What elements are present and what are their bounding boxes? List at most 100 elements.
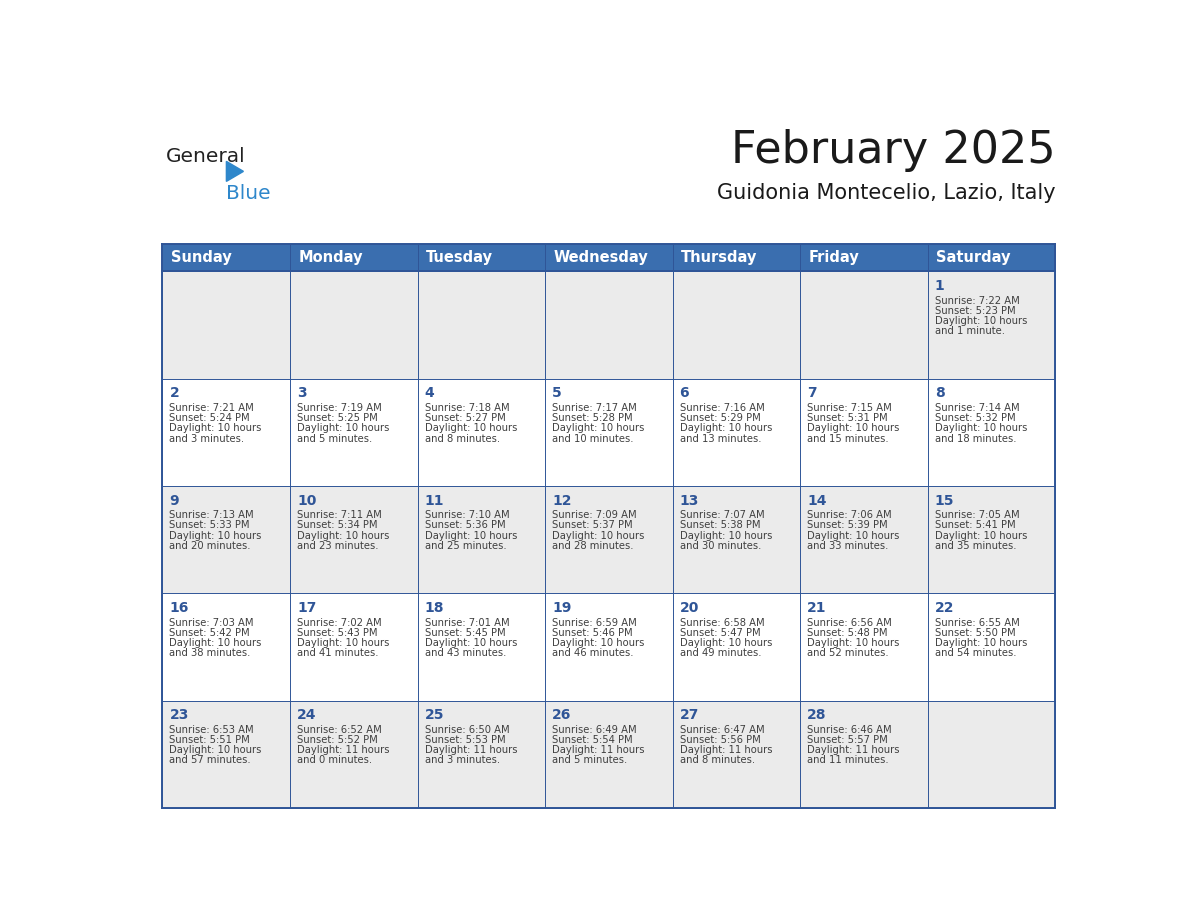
Text: Thursday: Thursday	[681, 251, 758, 265]
Text: Sunrise: 7:14 AM: Sunrise: 7:14 AM	[935, 403, 1019, 413]
Text: Sunset: 5:53 PM: Sunset: 5:53 PM	[424, 735, 505, 745]
Text: and 3 minutes.: and 3 minutes.	[424, 756, 500, 766]
Text: Sunrise: 7:02 AM: Sunrise: 7:02 AM	[297, 618, 381, 628]
Text: Sunrise: 7:19 AM: Sunrise: 7:19 AM	[297, 403, 381, 413]
Text: and 11 minutes.: and 11 minutes.	[807, 756, 889, 766]
Text: 11: 11	[424, 494, 444, 508]
Text: Sunset: 5:56 PM: Sunset: 5:56 PM	[680, 735, 760, 745]
Text: Sunset: 5:25 PM: Sunset: 5:25 PM	[297, 413, 378, 423]
Text: 24: 24	[297, 708, 316, 722]
Text: 7: 7	[807, 386, 817, 400]
Text: Daylight: 10 hours: Daylight: 10 hours	[170, 531, 261, 541]
Text: and 52 minutes.: and 52 minutes.	[807, 648, 889, 658]
Text: and 43 minutes.: and 43 minutes.	[424, 648, 506, 658]
Text: and 35 minutes.: and 35 minutes.	[935, 541, 1016, 551]
Text: Sunrise: 7:15 AM: Sunrise: 7:15 AM	[807, 403, 892, 413]
Text: and 15 minutes.: and 15 minutes.	[807, 433, 889, 443]
Bar	[163, 244, 1055, 808]
Text: 21: 21	[807, 601, 827, 615]
Text: and 33 minutes.: and 33 minutes.	[807, 541, 889, 551]
Text: 14: 14	[807, 494, 827, 508]
Text: Sunrise: 7:21 AM: Sunrise: 7:21 AM	[170, 403, 254, 413]
Text: Saturday: Saturday	[936, 251, 1011, 265]
Text: 6: 6	[680, 386, 689, 400]
Text: Sunset: 5:57 PM: Sunset: 5:57 PM	[807, 735, 887, 745]
Text: Daylight: 10 hours: Daylight: 10 hours	[552, 531, 644, 541]
Text: Sunset: 5:32 PM: Sunset: 5:32 PM	[935, 413, 1016, 423]
Text: 26: 26	[552, 708, 571, 722]
Text: Daylight: 10 hours: Daylight: 10 hours	[552, 423, 644, 433]
Text: 16: 16	[170, 601, 189, 615]
Text: Daylight: 10 hours: Daylight: 10 hours	[935, 423, 1028, 433]
Text: Sunrise: 7:11 AM: Sunrise: 7:11 AM	[297, 510, 381, 521]
Text: Sunset: 5:46 PM: Sunset: 5:46 PM	[552, 628, 633, 638]
Text: 28: 28	[807, 708, 827, 722]
Text: Sunrise: 6:55 AM: Sunrise: 6:55 AM	[935, 618, 1019, 628]
Text: Sunset: 5:43 PM: Sunset: 5:43 PM	[297, 628, 378, 638]
Text: 23: 23	[170, 708, 189, 722]
Text: and 18 minutes.: and 18 minutes.	[935, 433, 1016, 443]
Text: Sunrise: 6:46 AM: Sunrise: 6:46 AM	[807, 725, 892, 734]
Text: Sunrise: 6:56 AM: Sunrise: 6:56 AM	[807, 618, 892, 628]
Text: Sunset: 5:33 PM: Sunset: 5:33 PM	[170, 521, 249, 531]
Text: 27: 27	[680, 708, 699, 722]
Text: Daylight: 11 hours: Daylight: 11 hours	[297, 745, 390, 756]
Text: and 23 minutes.: and 23 minutes.	[297, 541, 379, 551]
Text: Sunset: 5:37 PM: Sunset: 5:37 PM	[552, 521, 633, 531]
Text: Daylight: 10 hours: Daylight: 10 hours	[424, 531, 517, 541]
Text: and 10 minutes.: and 10 minutes.	[552, 433, 633, 443]
Text: and 13 minutes.: and 13 minutes.	[680, 433, 762, 443]
Text: Sunrise: 7:17 AM: Sunrise: 7:17 AM	[552, 403, 637, 413]
Text: Daylight: 10 hours: Daylight: 10 hours	[807, 638, 899, 648]
Text: Daylight: 10 hours: Daylight: 10 hours	[170, 745, 261, 756]
Text: Daylight: 10 hours: Daylight: 10 hours	[935, 316, 1028, 326]
Text: and 3 minutes.: and 3 minutes.	[170, 433, 245, 443]
Text: Sunset: 5:39 PM: Sunset: 5:39 PM	[807, 521, 887, 531]
Text: 18: 18	[424, 601, 444, 615]
Text: and 20 minutes.: and 20 minutes.	[170, 541, 251, 551]
Text: Daylight: 10 hours: Daylight: 10 hours	[680, 531, 772, 541]
Text: Sunset: 5:34 PM: Sunset: 5:34 PM	[297, 521, 378, 531]
Text: February 2025: February 2025	[731, 129, 1055, 172]
Text: and 5 minutes.: and 5 minutes.	[552, 756, 627, 766]
Text: Sunrise: 7:09 AM: Sunrise: 7:09 AM	[552, 510, 637, 521]
Text: and 5 minutes.: and 5 minutes.	[297, 433, 372, 443]
Text: 5: 5	[552, 386, 562, 400]
Text: 8: 8	[935, 386, 944, 400]
Text: Sunset: 5:36 PM: Sunset: 5:36 PM	[424, 521, 505, 531]
Text: and 8 minutes.: and 8 minutes.	[680, 756, 754, 766]
Text: Sunrise: 7:10 AM: Sunrise: 7:10 AM	[424, 510, 510, 521]
Text: 19: 19	[552, 601, 571, 615]
Bar	[163, 272, 1055, 379]
Text: Daylight: 11 hours: Daylight: 11 hours	[552, 745, 645, 756]
Text: and 57 minutes.: and 57 minutes.	[170, 756, 251, 766]
Text: and 30 minutes.: and 30 minutes.	[680, 541, 762, 551]
Text: Sunrise: 6:52 AM: Sunrise: 6:52 AM	[297, 725, 381, 734]
Text: Daylight: 10 hours: Daylight: 10 hours	[424, 423, 517, 433]
Text: Sunset: 5:47 PM: Sunset: 5:47 PM	[680, 628, 760, 638]
Bar	[163, 486, 1055, 593]
Text: Sunset: 5:31 PM: Sunset: 5:31 PM	[807, 413, 887, 423]
Text: Sunrise: 7:03 AM: Sunrise: 7:03 AM	[170, 618, 254, 628]
Bar	[163, 700, 1055, 808]
Text: Daylight: 10 hours: Daylight: 10 hours	[807, 423, 899, 433]
Text: 25: 25	[424, 708, 444, 722]
Text: Guidonia Montecelio, Lazio, Italy: Guidonia Montecelio, Lazio, Italy	[716, 183, 1055, 203]
Text: Daylight: 10 hours: Daylight: 10 hours	[935, 638, 1028, 648]
Text: Sunset: 5:41 PM: Sunset: 5:41 PM	[935, 521, 1016, 531]
Text: Sunrise: 6:49 AM: Sunrise: 6:49 AM	[552, 725, 637, 734]
Text: 22: 22	[935, 601, 954, 615]
Text: Sunrise: 6:53 AM: Sunrise: 6:53 AM	[170, 725, 254, 734]
Text: and 49 minutes.: and 49 minutes.	[680, 648, 762, 658]
Text: Sunset: 5:29 PM: Sunset: 5:29 PM	[680, 413, 760, 423]
Text: Daylight: 10 hours: Daylight: 10 hours	[552, 638, 644, 648]
Text: 12: 12	[552, 494, 571, 508]
Text: Daylight: 11 hours: Daylight: 11 hours	[680, 745, 772, 756]
Text: Sunrise: 7:01 AM: Sunrise: 7:01 AM	[424, 618, 510, 628]
Text: and 0 minutes.: and 0 minutes.	[297, 756, 372, 766]
Text: Daylight: 10 hours: Daylight: 10 hours	[297, 423, 390, 433]
Text: 15: 15	[935, 494, 954, 508]
Text: Sunrise: 7:06 AM: Sunrise: 7:06 AM	[807, 510, 892, 521]
Text: Sunrise: 7:05 AM: Sunrise: 7:05 AM	[935, 510, 1019, 521]
Text: Sunrise: 6:58 AM: Sunrise: 6:58 AM	[680, 618, 764, 628]
